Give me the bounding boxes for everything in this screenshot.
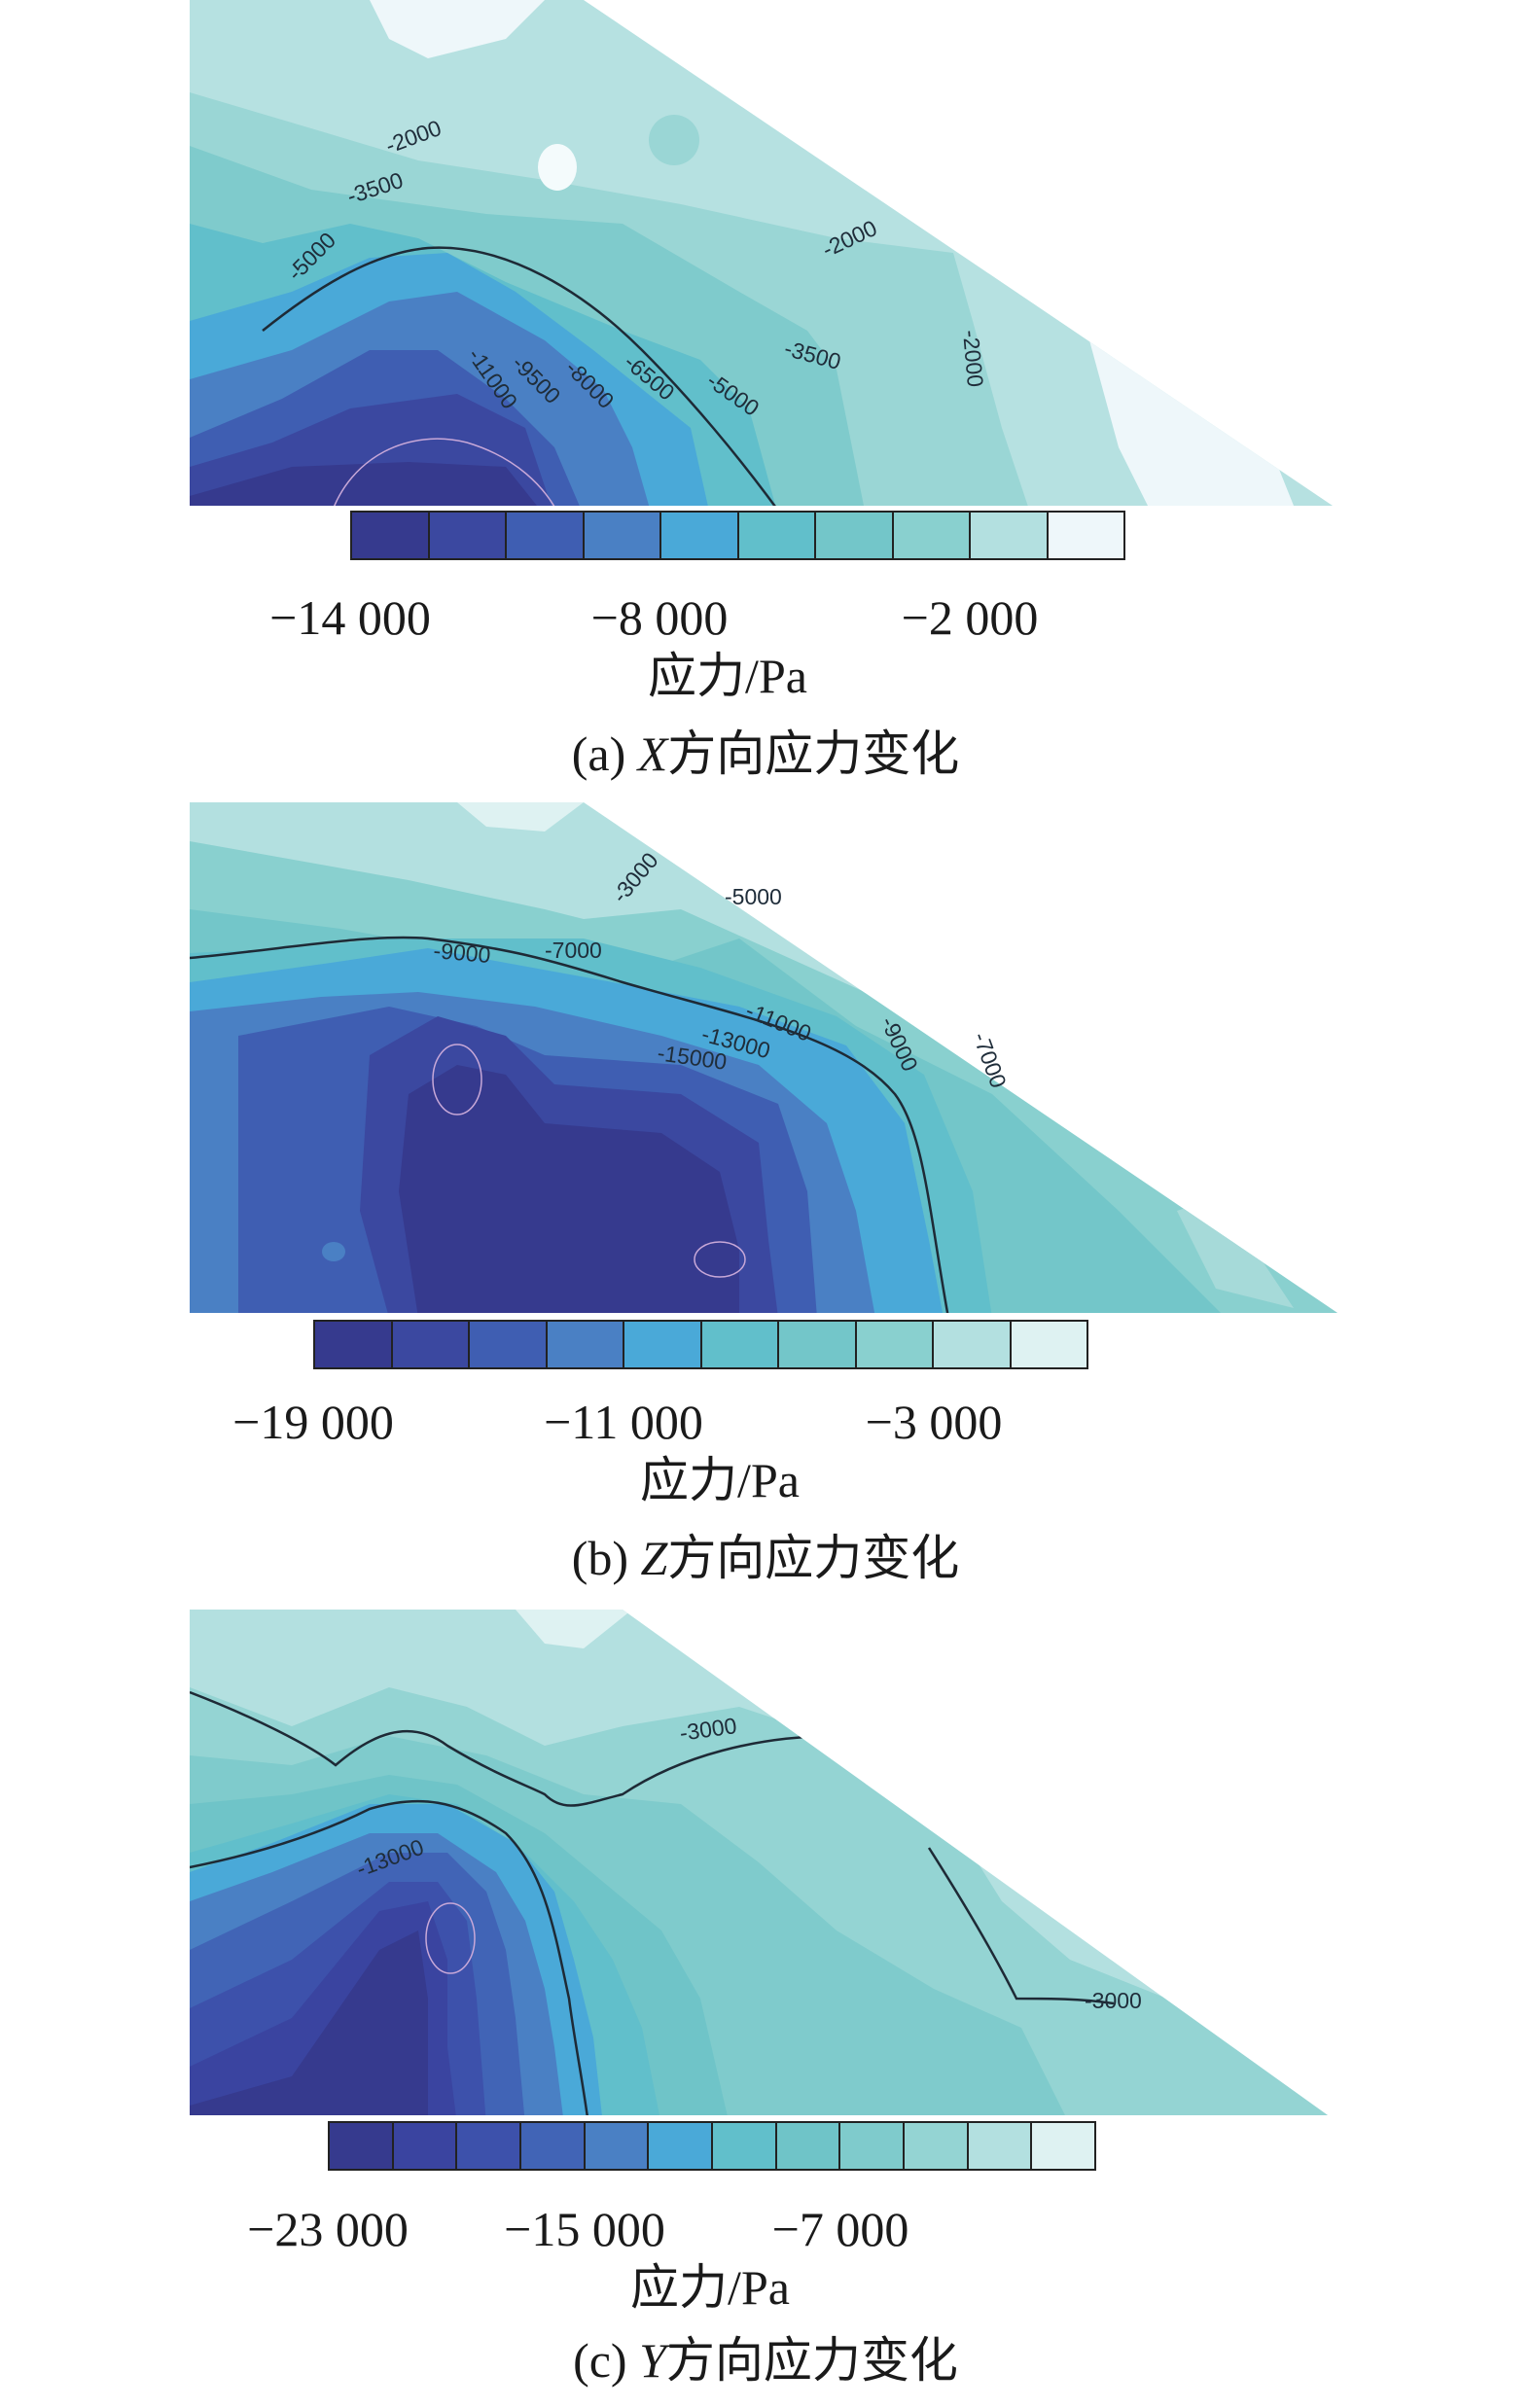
colorbar-swatch	[1011, 1322, 1087, 1367]
band-a-8	[190, 462, 545, 506]
contour-line-c-1	[190, 1690, 837, 1807]
contour-label-b-4: -7000	[545, 938, 602, 963]
colorbar-swatch	[934, 1322, 1012, 1367]
band-c-10	[190, 1930, 428, 2115]
colorbar-swatch	[779, 1322, 857, 1367]
contour-line-b	[190, 936, 950, 1313]
contour-plot-a: -2000 -3500 -5000 -2000 -3500 -5000 -650…	[190, 0, 1333, 506]
colorbar-swatch	[470, 1322, 548, 1367]
colorbar-tick-a-2: −8 000	[590, 590, 729, 645]
band-b-8	[399, 1065, 739, 1313]
spot-a-1	[538, 144, 577, 191]
colorbar-tick-c-2: −15 000	[504, 2202, 665, 2256]
band-c-top	[516, 1610, 632, 1648]
colorbar-tick-c-1: −23 000	[247, 2202, 409, 2256]
band-a-top	[370, 0, 545, 58]
band-b-top	[457, 802, 584, 832]
colorbar-a	[350, 511, 1125, 560]
colorbar-swatch	[738, 513, 816, 558]
panel-c: -3000 -13000 -3000 −23 000 −15 000 −7 00…	[0, 1610, 1532, 2408]
contour-line-a-2	[330, 438, 560, 506]
colorbar-swatch	[893, 513, 971, 558]
spot-c-1	[425, 1902, 476, 1974]
colorbar-label-c: 应力/Pa	[630, 2260, 790, 2315]
colorbar-swatch	[661, 513, 739, 558]
colorbar-swatch	[429, 513, 507, 558]
colorbar-swatch	[840, 2123, 906, 2169]
spot-b-2	[694, 1241, 746, 1278]
colorbar-swatch	[624, 1322, 702, 1367]
contour-label-b-3: -9000	[433, 938, 492, 968]
spot-b-3	[322, 1242, 345, 1261]
band-a-right	[1089, 340, 1294, 506]
colorbar-swatch	[713, 2123, 777, 2169]
caption-c: (c) Y方向应力变化	[573, 2333, 958, 2388]
colorbar-swatch	[1032, 2123, 1095, 2169]
colorbar-swatch	[584, 513, 661, 558]
contour-label-b-2: -5000	[725, 884, 782, 909]
colorbar-c	[328, 2121, 1096, 2171]
colorbar-swatch	[971, 513, 1049, 558]
spot-b-1	[432, 1044, 482, 1115]
caption-b: (b) Z方向应力变化	[571, 1531, 960, 1585]
colorbar-label-b: 应力/Pa	[640, 1453, 800, 1507]
contour-line-c-3	[927, 1847, 1115, 2005]
colorbar-swatch	[352, 513, 430, 558]
colorbar-tick-a-1: −14 000	[269, 590, 431, 645]
colorbar-swatch	[315, 1322, 393, 1367]
colorbar-tick-b-2: −11 000	[544, 1395, 703, 1449]
contour-plot-b: -3000 -5000 -9000 -7000 -11000 -13000 -1…	[190, 802, 1337, 1313]
panel-b: -3000 -5000 -9000 -7000 -11000 -13000 -1…	[0, 802, 1532, 1605]
colorbar-tick-b-3: −3 000	[865, 1395, 1003, 1449]
band-b-right	[1177, 1201, 1294, 1308]
colorbar-tick-a-3: −2 000	[901, 590, 1039, 645]
colorbar-swatch	[330, 2123, 394, 2169]
colorbar-swatch	[701, 1322, 779, 1367]
contour-line-c-2	[190, 1799, 590, 2115]
contour-label-c-3: -3000	[1085, 1988, 1142, 2013]
colorbar-label-a: 应力/Pa	[648, 649, 807, 703]
colorbar-swatch	[905, 2123, 969, 2169]
colorbar-swatch	[816, 513, 894, 558]
colorbar-swatch	[507, 513, 585, 558]
colorbar-swatch	[521, 2123, 586, 2169]
colorbar-swatch	[457, 2123, 522, 2169]
contour-label-a-11: -2000	[958, 329, 988, 388]
spot-a-2	[649, 115, 699, 165]
colorbar-b	[313, 1320, 1088, 1369]
caption-a: (a) X方向应力变化	[571, 726, 960, 781]
colorbar-tick-b-1: −19 000	[232, 1395, 394, 1449]
panel-a: -2000 -3500 -5000 -2000 -3500 -5000 -650…	[0, 0, 1532, 797]
colorbar-swatch	[968, 2123, 1033, 2169]
colorbar-swatch	[393, 2123, 458, 2169]
colorbar-swatch	[1048, 513, 1123, 558]
contour-plot-c: -3000 -13000 -3000	[190, 1610, 1328, 2115]
colorbar-swatch	[649, 2123, 714, 2169]
colorbar-tick-c-3: −7 000	[771, 2202, 909, 2256]
contour-line-a	[262, 246, 780, 506]
colorbar-swatch	[585, 2123, 650, 2169]
colorbar-swatch	[776, 2123, 841, 2169]
colorbar-swatch	[392, 1322, 470, 1367]
colorbar-swatch	[856, 1322, 934, 1367]
colorbar-swatch	[547, 1322, 624, 1367]
